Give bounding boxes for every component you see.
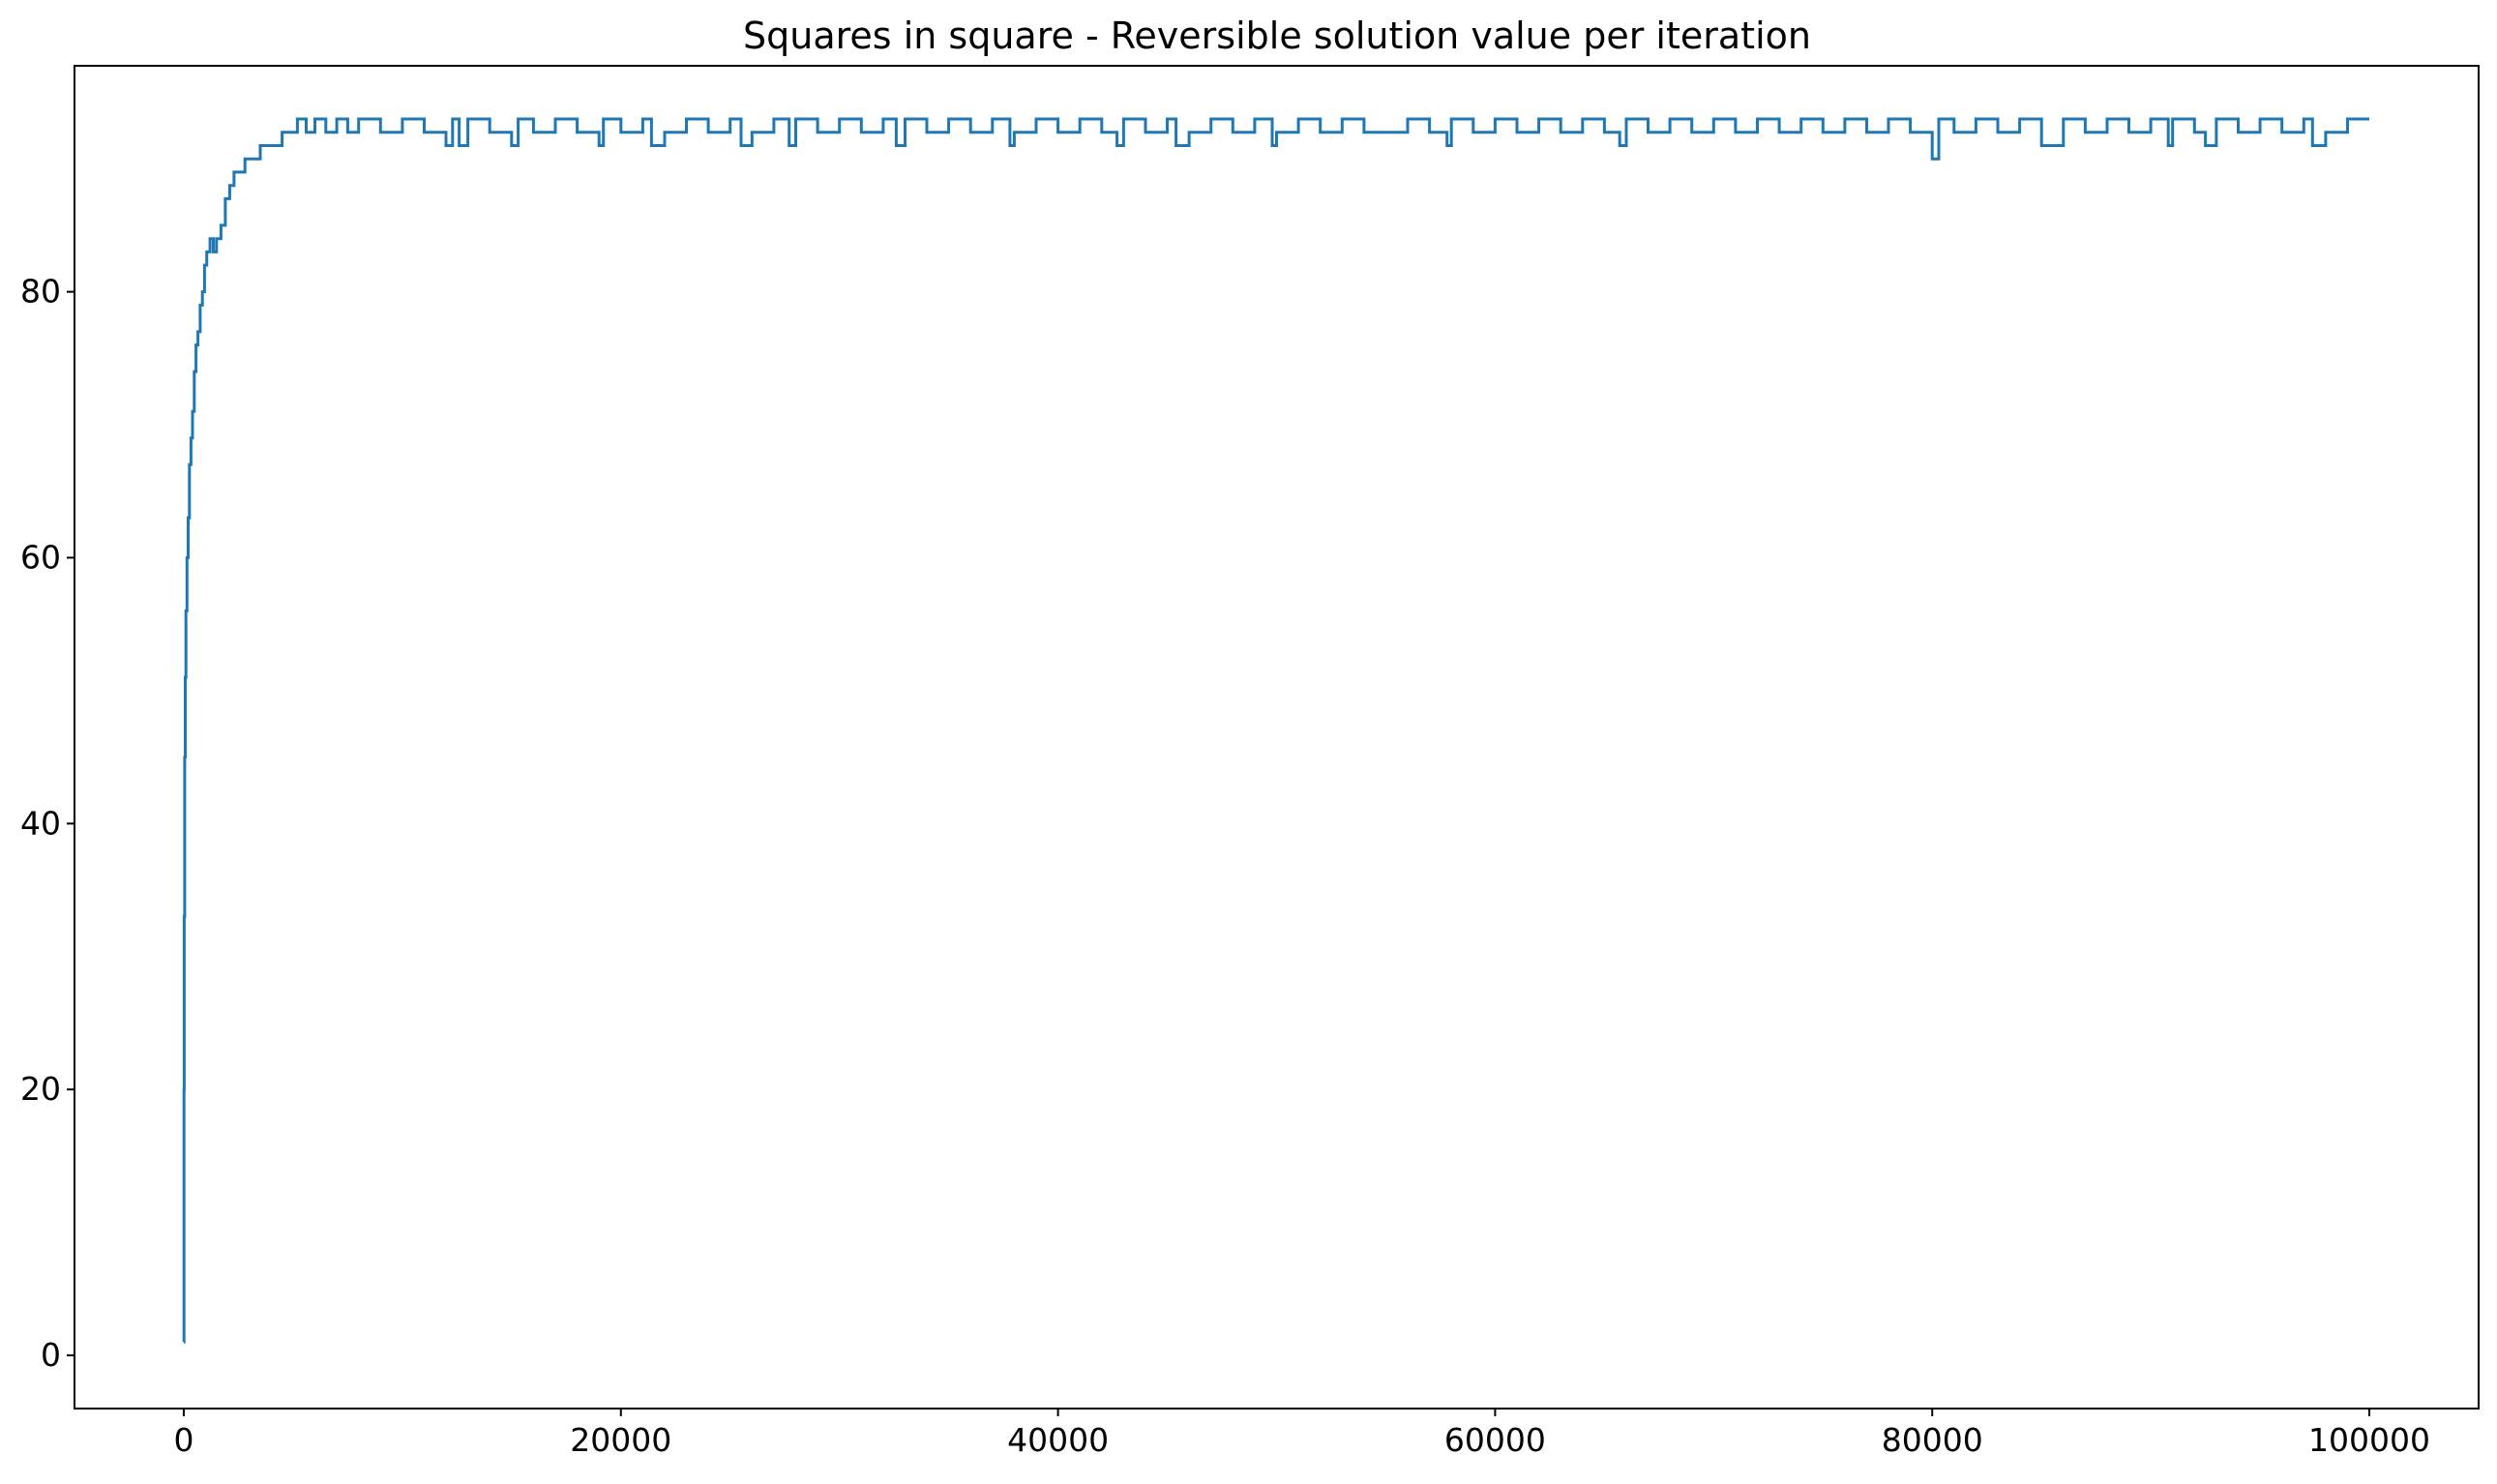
x-axis: 0 20000 40000 60000 80000 100000 — [173, 1409, 2430, 1459]
y-tick-label: 40 — [20, 804, 61, 842]
y-tick-label: 60 — [20, 538, 61, 576]
x-tick-label: 60000 — [1444, 1421, 1546, 1459]
series-line-0 — [182, 117, 2369, 1344]
y-tick-label: 20 — [20, 1070, 61, 1108]
plot-area — [182, 117, 2369, 1344]
y-tick-label: 80 — [20, 273, 61, 311]
chart-title: Squares in square - Reversible solution … — [743, 15, 1811, 57]
x-tick-label: 20000 — [570, 1421, 671, 1459]
y-axis: 0 20 40 60 80 — [20, 273, 74, 1374]
x-tick-label: 80000 — [1882, 1421, 1983, 1459]
y-tick-label: 0 — [41, 1336, 61, 1374]
x-tick-label: 40000 — [1007, 1421, 1109, 1459]
plot-frame — [74, 65, 2480, 1410]
x-tick-label: 0 — [173, 1421, 193, 1459]
x-tick-label: 100000 — [2308, 1421, 2430, 1459]
